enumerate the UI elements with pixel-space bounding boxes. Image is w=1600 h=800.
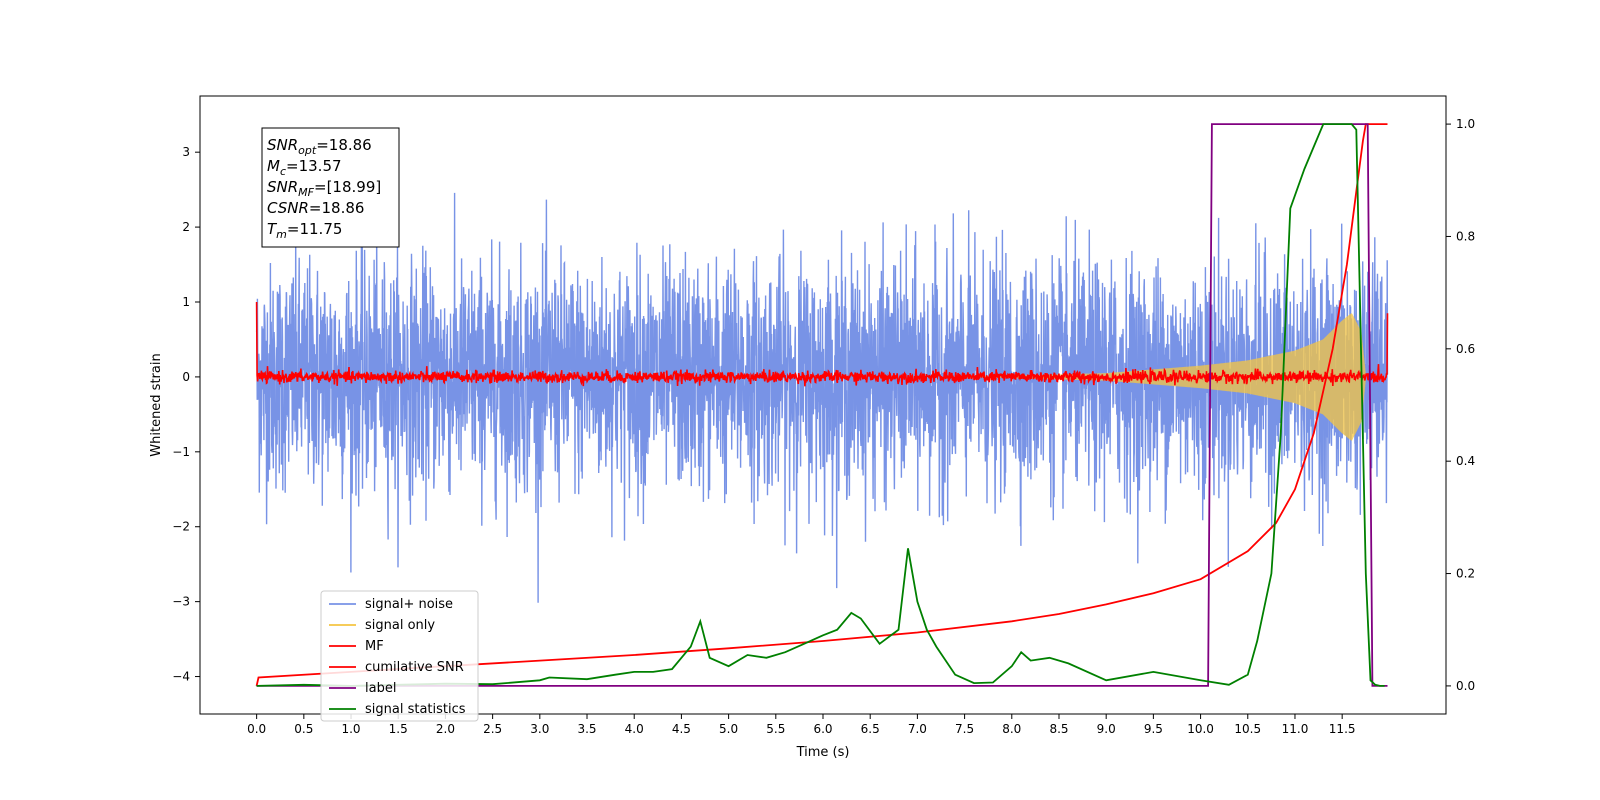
series-mf	[255, 301, 1389, 387]
x-tick-label: 11.5	[1329, 722, 1356, 736]
x-axis: 0.0 0.5 1.0 1.5 2.0 2.5 3.0 3.5 4.0 4.5 5.0 5.5 6.0 6…	[247, 714, 1356, 736]
y-axis-label: Whitened strain	[149, 353, 164, 456]
x-tick-label: 6.5	[861, 722, 880, 736]
stats-annotation-box: SNRopt=18.86Mc=13.57SNRMF=[18.99]CSNR=18…	[261, 127, 400, 248]
y-tick-label-left: 3	[182, 145, 190, 159]
y-tick-label-right: 0.4	[1456, 454, 1475, 468]
x-tick-label: 9.0	[1097, 722, 1116, 736]
legend-entry: signal+ noise	[365, 597, 453, 612]
series-label	[256, 123, 1388, 687]
y-tick-label-right: 1.0	[1456, 117, 1475, 131]
series-signal-statistics	[256, 123, 1385, 687]
y-tick-label-right: 0.0	[1456, 679, 1475, 693]
x-tick-label: 5.0	[719, 722, 738, 736]
x-tick-label: 8.5	[1049, 722, 1068, 736]
y-tick-label-right: 0.8	[1456, 229, 1475, 243]
y-tick-label-right: 0.6	[1456, 342, 1475, 356]
x-tick-label: 10.5	[1234, 722, 1261, 736]
x-tick-label: 4.5	[672, 722, 691, 736]
x-tick-label: 8.0	[1002, 722, 1021, 736]
annotation-frame	[261, 127, 400, 248]
legend-entry: label	[365, 681, 396, 696]
x-tick-label: 10.0	[1187, 722, 1214, 736]
y-tick-label-left: 1	[182, 295, 190, 309]
x-tick-label: 3.5	[577, 722, 596, 736]
annotation-line: Tm=11.75	[267, 220, 342, 241]
y-tick-label-right: 0.2	[1456, 567, 1475, 581]
legend-entry: signal statistics	[365, 702, 466, 717]
legend-entry: cumilative SNR	[365, 660, 464, 675]
legend-frame	[320, 590, 479, 722]
series-cumulative-snr	[255, 123, 1388, 687]
y-tick-label-left: −1	[172, 445, 190, 459]
annotation-line: Mc=13.57	[267, 157, 342, 178]
x-tick-label: 0.5	[294, 722, 313, 736]
series-signal-noise	[255, 192, 1389, 603]
x-tick-label: 9.5	[1144, 722, 1163, 736]
x-tick-label: 3.0	[530, 722, 549, 736]
annotation-line: CSNR=18.86	[267, 199, 364, 217]
y-tick-label-left: 2	[182, 220, 190, 234]
y-tick-label-left: −4	[172, 670, 190, 684]
annotation-line: SNRMF=[18.99]	[267, 178, 381, 199]
x-tick-label: 6.0	[813, 722, 832, 736]
x-tick-label: 5.5	[766, 722, 785, 736]
y-axis-left: −4 −3 −2 −1 0 1 2 3	[172, 145, 200, 684]
y-tick-label-left: −3	[172, 595, 190, 609]
x-tick-label: 1.5	[389, 722, 408, 736]
x-tick-label: 7.5	[955, 722, 974, 736]
x-tick-label: 0.0	[247, 722, 266, 736]
legend-entry: MF	[365, 639, 384, 654]
plot-area	[255, 123, 1389, 687]
x-tick-label: 1.0	[341, 722, 360, 736]
y-axis-right: 0.0 0.2 0.4 0.6 0.8 1.0	[1446, 117, 1475, 693]
annotation-line: SNRopt=18.86	[267, 136, 372, 157]
x-tick-label: 2.0	[436, 722, 455, 736]
x-tick-label: 2.5	[483, 722, 502, 736]
y-tick-label-left: −2	[172, 520, 190, 534]
x-tick-label: 7.0	[908, 722, 927, 736]
x-tick-label: 11.0	[1282, 722, 1309, 736]
x-tick-label: 4.0	[625, 722, 644, 736]
legend-entry: signal only	[365, 618, 435, 633]
y-tick-label-left: 0	[182, 370, 190, 384]
legend: signal+ noise signal only MF cumilative SNR…	[320, 590, 479, 722]
x-axis-label: Time (s)	[796, 745, 850, 760]
